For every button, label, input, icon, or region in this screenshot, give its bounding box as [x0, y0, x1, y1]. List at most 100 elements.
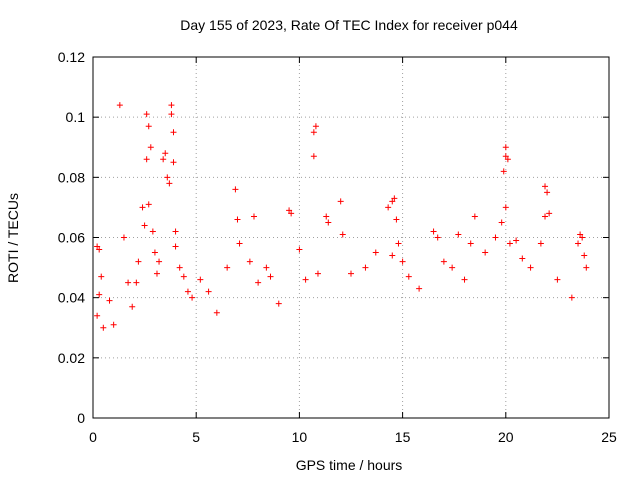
- data-point: [310, 153, 317, 160]
- data-point: [577, 231, 584, 238]
- data-point: [288, 210, 295, 217]
- axis-ticks: [92, 56, 610, 419]
- data-point: [96, 291, 103, 298]
- data-point: [296, 246, 303, 253]
- y-tick-label: 0: [77, 410, 85, 426]
- x-tick-label: 0: [89, 429, 97, 445]
- x-tick-labels: 0 5 10 15 20 25: [89, 429, 617, 445]
- data-point: [513, 237, 520, 244]
- data-point: [168, 111, 175, 118]
- grid-lines: [93, 57, 609, 418]
- data-point: [430, 228, 437, 235]
- data-point: [141, 222, 148, 229]
- data-point: [519, 255, 526, 262]
- data-point: [323, 213, 330, 220]
- data-point: [500, 168, 507, 175]
- data-point: [98, 273, 105, 280]
- data-point: [135, 258, 142, 265]
- data-point: [197, 276, 204, 283]
- data-point: [184, 288, 191, 295]
- data-point: [94, 312, 101, 319]
- data-point: [310, 129, 317, 136]
- data-point: [180, 273, 187, 280]
- data-point: [234, 216, 241, 223]
- y-tick-label: 0.04: [58, 290, 85, 306]
- data-point: [554, 276, 561, 283]
- data-point: [337, 198, 344, 205]
- data-point: [246, 258, 253, 265]
- data-point: [348, 270, 354, 277]
- data-point: [405, 273, 412, 280]
- x-tick-label: 5: [192, 429, 200, 445]
- data-point: [250, 213, 257, 220]
- y-tick-label: 0.06: [58, 230, 85, 246]
- data-point: [151, 249, 158, 256]
- x-tick-label: 10: [292, 429, 308, 445]
- data-point: [314, 270, 321, 277]
- data-point: [164, 174, 171, 181]
- data-point: [506, 240, 513, 247]
- data-point: [302, 276, 309, 283]
- y-tick-label: 0.12: [58, 49, 85, 65]
- data-point: [110, 321, 117, 328]
- data-point: [172, 228, 179, 235]
- data-point: [267, 273, 274, 280]
- data-point: [168, 102, 175, 109]
- x-axis-label: GPS time / hours: [296, 457, 403, 473]
- scatter-points: [94, 102, 590, 331]
- x-tick-label: 15: [395, 429, 411, 445]
- data-point: [125, 279, 132, 286]
- data-point: [255, 279, 262, 286]
- data-point: [362, 264, 369, 271]
- data-point: [492, 234, 499, 241]
- chart-title: Day 155 of 2023, Rate Of TEC Index for r…: [180, 17, 518, 33]
- data-point: [160, 156, 167, 163]
- data-point: [537, 240, 544, 247]
- data-point: [399, 258, 406, 265]
- data-point: [153, 270, 160, 277]
- data-point: [391, 195, 398, 202]
- data-point: [120, 234, 127, 241]
- data-point: [504, 156, 511, 163]
- data-point: [205, 288, 212, 295]
- data-point: [498, 219, 505, 226]
- y-axis-label: ROTI / TECUs: [5, 193, 21, 283]
- x-tick-label: 20: [498, 429, 514, 445]
- data-point: [467, 240, 474, 247]
- data-point: [275, 300, 282, 307]
- data-point: [579, 234, 586, 241]
- data-point: [502, 204, 509, 211]
- data-point: [263, 264, 270, 271]
- data-point: [581, 252, 588, 259]
- data-point: [471, 213, 478, 220]
- data-point: [224, 264, 231, 271]
- data-point: [166, 180, 173, 187]
- data-point: [502, 153, 509, 160]
- data-point: [236, 240, 243, 247]
- data-point: [544, 189, 551, 196]
- data-point: [156, 258, 163, 265]
- data-point: [116, 102, 123, 109]
- data-point: [372, 249, 379, 256]
- data-point: [286, 207, 293, 214]
- y-tick-label: 0.02: [58, 350, 85, 366]
- data-point: [568, 294, 575, 301]
- data-point: [162, 150, 169, 157]
- plot-frame: [92, 56, 610, 419]
- data-point: [170, 129, 177, 136]
- data-point: [339, 231, 346, 238]
- data-point: [502, 144, 509, 151]
- data-point: [100, 324, 107, 331]
- data-point: [546, 210, 553, 217]
- data-point: [172, 243, 179, 250]
- data-point: [461, 276, 468, 283]
- data-point: [170, 159, 177, 166]
- data-point: [527, 264, 534, 271]
- data-point: [325, 219, 332, 226]
- data-point: [176, 264, 183, 271]
- data-point: [147, 144, 154, 151]
- data-point: [393, 216, 400, 223]
- data-point: [133, 279, 140, 286]
- data-point: [149, 228, 156, 235]
